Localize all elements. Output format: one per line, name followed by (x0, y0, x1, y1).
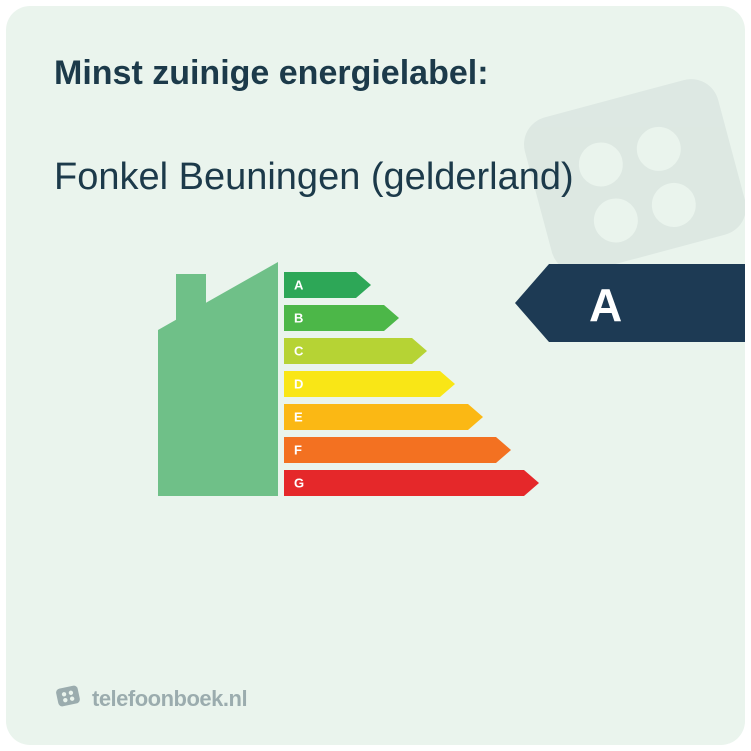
energy-label-chart: A B C D E F G (144, 252, 564, 527)
energy-bar-label: B (294, 311, 303, 326)
energy-bar-g: G (284, 470, 539, 496)
energy-bar-c: C (284, 338, 427, 364)
energy-bar-label: E (294, 410, 303, 425)
rating-tag-shape (515, 264, 745, 342)
energy-bar-label: A (294, 278, 304, 293)
rating-indicator: A (515, 264, 745, 342)
energy-bar-e: E (284, 404, 483, 430)
location-name: Fonkel Beuningen (gelderland) (54, 153, 697, 202)
energy-bar-a: A (284, 272, 371, 298)
energy-bar-label: F (294, 443, 302, 458)
rating-letter: A (589, 279, 622, 331)
card: Minst zuinige energielabel: Fonkel Beuni… (6, 6, 745, 745)
graphic-area: A B C D E F G A (54, 242, 697, 682)
energy-bar-f: F (284, 437, 511, 463)
house-icon (158, 262, 278, 496)
energy-bar-label: D (294, 377, 303, 392)
brand-text: telefoonboek.nl (92, 686, 247, 712)
energy-bar-label: C (294, 344, 304, 359)
energy-bar-d: D (284, 371, 455, 397)
energy-bar-b: B (284, 305, 399, 331)
energy-bar-label: G (294, 476, 304, 491)
footer: telefoonboek.nl (54, 682, 697, 715)
page-title: Minst zuinige energielabel: (54, 54, 697, 93)
brand-icon (54, 682, 82, 715)
